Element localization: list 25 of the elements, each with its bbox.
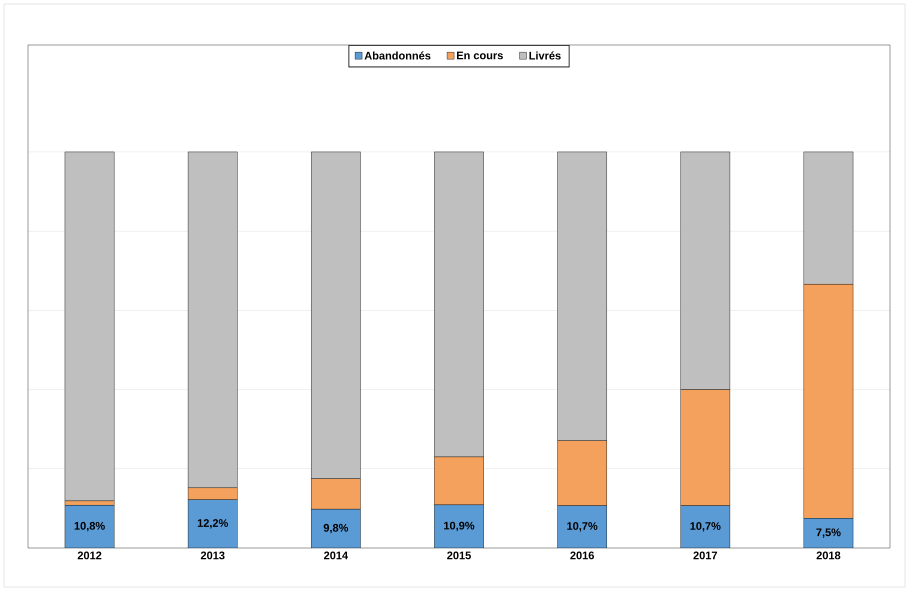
x-tick-label: 2013 xyxy=(200,552,225,560)
legend-label: Abandonnés xyxy=(364,51,430,60)
x-tick-label: 2014 xyxy=(324,552,348,560)
data-label: 10,9% xyxy=(444,522,474,532)
bar xyxy=(680,505,730,548)
bar xyxy=(188,499,238,548)
data-label: 10,8% xyxy=(74,522,105,532)
data-label: 10,7% xyxy=(690,522,721,532)
x-tick-label: 2016 xyxy=(570,552,594,560)
bar xyxy=(557,505,607,548)
bar xyxy=(804,518,854,548)
x-tick-label: 2017 xyxy=(693,552,718,560)
bar xyxy=(64,152,114,502)
data-label: 7,5% xyxy=(816,528,841,538)
data-label: 9,8% xyxy=(324,524,348,534)
bar xyxy=(311,508,361,548)
legend-label: En cours xyxy=(457,52,503,60)
bar xyxy=(64,505,114,548)
x-tick-label: 2012 xyxy=(78,552,102,560)
x-tick-label: 2018 xyxy=(816,552,840,560)
data-label: 10,7% xyxy=(567,522,598,532)
bar xyxy=(434,504,484,548)
legend-label: Livrés xyxy=(529,51,561,60)
x-tick-label: 2015 xyxy=(447,552,471,560)
data-label: 12,2% xyxy=(198,519,228,529)
